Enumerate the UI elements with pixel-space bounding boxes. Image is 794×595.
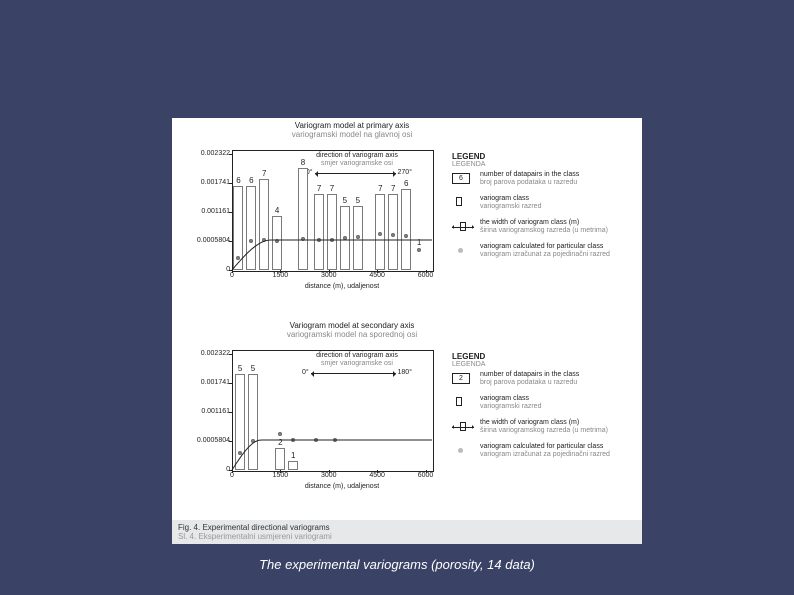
panel-title: Variogram model at primary axis variogra… xyxy=(272,121,432,139)
legend-subtext: variogram izračunat za pojedinačni razre… xyxy=(480,251,637,259)
legend-text: the width of variogram class (m) xyxy=(480,219,637,227)
y-tick: 0.001161 xyxy=(180,208,230,215)
legend-icon-width xyxy=(452,222,474,232)
legend-icon-width xyxy=(452,422,474,432)
x-tick: 6000 xyxy=(414,472,438,479)
y-tick: 0.001741 xyxy=(180,179,230,186)
panel-primary: Variogram model at primary axis variogra… xyxy=(172,118,642,313)
legend-row: 2 number of datapairs in the classbroj pa… xyxy=(452,371,637,393)
legend-row: 6 number of datapairs in the classbroj pa… xyxy=(452,171,637,193)
legend-title-sub: LEGENDA xyxy=(452,161,637,168)
x-tick: 0 xyxy=(220,472,244,479)
figure-container: Variogram model at primary axis variogra… xyxy=(172,118,642,544)
x-tick: 0 xyxy=(220,272,244,279)
legend-row: variogram calculated for particular clas… xyxy=(452,443,637,465)
x-tick: 6000 xyxy=(414,272,438,279)
legend-text: variogram calculated for particular clas… xyxy=(480,443,637,451)
title-main: Variogram model at primary axis xyxy=(272,121,432,130)
x-tick: 4500 xyxy=(365,272,389,279)
legend-row: variogram calculated for particular clas… xyxy=(452,243,637,265)
legend-subtext: broj parova podataka u razredu xyxy=(480,379,637,387)
y-tick: 0.001741 xyxy=(180,379,230,386)
legend-text: the width of variogram class (m) xyxy=(480,419,637,427)
legend-text: number of datapairs in the class xyxy=(480,371,637,379)
legend-subtext: broj parova podataka u razredu xyxy=(480,179,637,187)
title-sub: variogramski model na glavnoj osi xyxy=(272,130,432,139)
footer-sub: Sl. 4. Eksperimentalni usmjereni variogr… xyxy=(178,532,636,541)
legend-text: variogram class xyxy=(480,195,637,203)
legend-title: LEGEND xyxy=(452,352,637,361)
legend-row: variogram classvariogramski razred xyxy=(452,195,637,217)
x-tick: 1500 xyxy=(268,472,292,479)
x-tick: 3000 xyxy=(317,272,341,279)
legend-icon-number: 2 xyxy=(452,373,470,384)
caption: The experimental variograms (porosity, 1… xyxy=(0,557,794,572)
legend-primary: LEGEND LEGENDA 6 number of datapairs in t… xyxy=(452,152,637,267)
legend-subtext: variogramski razred xyxy=(480,203,637,211)
title-sub: variogramski model na sporednoj osi xyxy=(272,330,432,339)
y-tick: 0.0005804 xyxy=(180,437,230,444)
legend-secondary: LEGEND LEGENDA 2 number of datapairs in t… xyxy=(452,352,637,467)
legend-subtext: širina variogramskog razreda (u metrima) xyxy=(480,427,637,435)
legend-icon-number: 6 xyxy=(452,173,470,184)
legend-subtext: variogramski razred xyxy=(480,403,637,411)
legend-title: LEGEND xyxy=(452,152,637,161)
panel-secondary: Variogram model at secondary axis variog… xyxy=(172,318,642,513)
legend-row: the width of variogram class (m)širina v… xyxy=(452,219,637,241)
y-tick: 0.002322 xyxy=(180,350,230,357)
model-curve xyxy=(232,150,432,270)
x-tick: 4500 xyxy=(365,472,389,479)
legend-title-sub: LEGENDA xyxy=(452,361,637,368)
legend-text: number of datapairs in the class xyxy=(480,171,637,179)
x-tick: 3000 xyxy=(317,472,341,479)
legend-text: variogram calculated for particular clas… xyxy=(480,243,637,251)
legend-row: variogram classvariogramski razred xyxy=(452,395,637,417)
legend-row: the width of variogram class (m)širina v… xyxy=(452,419,637,441)
model-curve xyxy=(232,350,432,470)
footer-main: Fig. 4. Experimental directional variogr… xyxy=(178,523,636,532)
y-tick: 0.0005804 xyxy=(180,237,230,244)
x-tick: 1500 xyxy=(268,272,292,279)
x-axis-label: distance (m), udaljenost xyxy=(272,483,412,490)
panel-title: Variogram model at secondary axis variog… xyxy=(272,321,432,339)
y-tick: 0.001161 xyxy=(180,408,230,415)
x-axis-label: distance (m), udaljenost xyxy=(272,283,412,290)
y-tick: 0.002322 xyxy=(180,150,230,157)
title-main: Variogram model at secondary axis xyxy=(272,321,432,330)
legend-subtext: variogram izračunat za pojedinačni razre… xyxy=(480,451,637,459)
legend-text: variogram class xyxy=(480,395,637,403)
legend-subtext: širina variogramskog razreda (u metrima) xyxy=(480,227,637,235)
figure-footer: Fig. 4. Experimental directional variogr… xyxy=(172,520,642,544)
